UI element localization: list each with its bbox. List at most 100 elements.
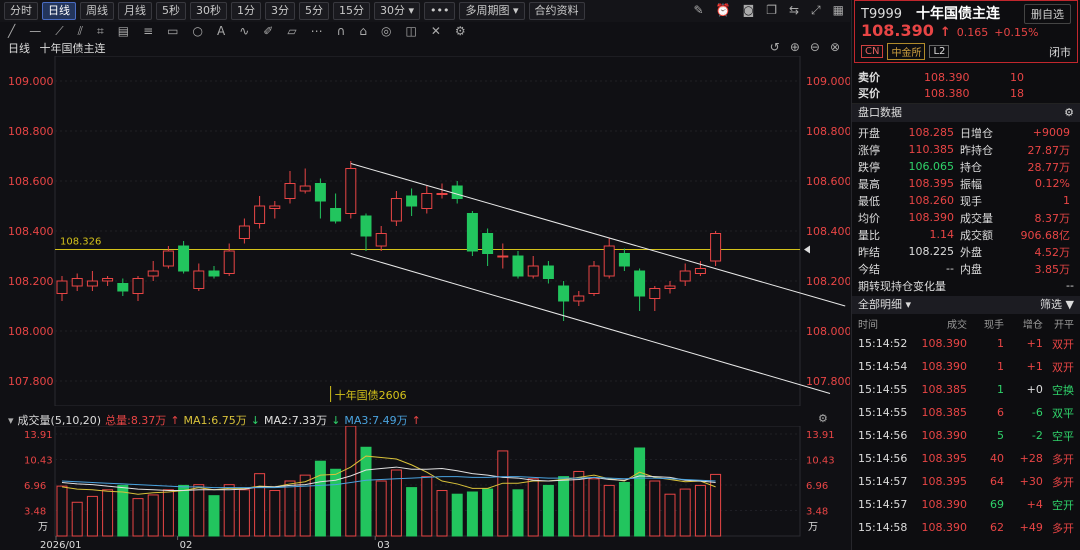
zoom-out-icon[interactable]: ⊖: [809, 40, 820, 54]
trade-row[interactable]: 15:14:55 108.385 1 +0 空换: [852, 378, 1080, 401]
volume-bar[interactable]: [208, 495, 220, 537]
fib-tool-icon[interactable]: ≡: [143, 24, 154, 38]
volume-bar[interactable]: [618, 481, 630, 537]
settings-icon[interactable]: ⚙: [1064, 106, 1074, 119]
candle-body[interactable]: [193, 270, 205, 289]
volume-bar[interactable]: [375, 480, 387, 537]
alarm-icon[interactable]: ⏰: [715, 3, 731, 17]
lock-tool-icon[interactable]: ⌂: [359, 24, 367, 38]
volume-bar[interactable]: [573, 470, 585, 537]
volume-bar[interactable]: [56, 485, 68, 537]
settings-tool-icon[interactable]: ⚙: [454, 24, 466, 38]
more-tool-icon[interactable]: ⋯: [310, 24, 323, 38]
text-tool-icon[interactable]: A: [217, 24, 226, 38]
crop-tool-icon[interactable]: ⌗: [97, 23, 104, 38]
volume-bar[interactable]: [649, 480, 661, 537]
volume-collapse-icon[interactable]: ▾: [8, 413, 14, 427]
swap-icon[interactable]: ⇆: [788, 3, 800, 17]
volume-bar[interactable]: [284, 480, 296, 537]
volume-bar[interactable]: [664, 493, 676, 537]
candlestick-chart[interactable]: 109.000 109.000 108.800 108.800 108.600 108.6…: [0, 56, 850, 406]
candle-body[interactable]: [588, 265, 600, 294]
wave-tool-icon[interactable]: ∿: [239, 24, 250, 38]
volume-bar[interactable]: [102, 489, 114, 537]
volume-bar[interactable]: [178, 484, 190, 537]
candle-body[interactable]: [649, 288, 661, 299]
trade-row[interactable]: 15:14:55 108.385 6 -6 双平: [852, 401, 1080, 424]
candle-body[interactable]: [56, 280, 68, 294]
volume-bar[interactable]: [679, 488, 691, 537]
trade-row[interactable]: 15:14:57 108.395 64 +30 多开: [852, 470, 1080, 493]
candle-body[interactable]: [284, 183, 296, 199]
orderbook-row[interactable]: 买价 108.380 18: [858, 85, 1074, 101]
candle-body[interactable]: [147, 270, 159, 277]
volume-bar[interactable]: [345, 426, 357, 537]
candle-body[interactable]: [497, 255, 509, 258]
delete-tool-icon[interactable]: ✕: [430, 24, 441, 38]
period-button[interactable]: 30秒: [190, 2, 227, 20]
candle-body[interactable]: [573, 295, 585, 302]
volume-bar[interactable]: [390, 469, 402, 537]
period-button[interactable]: 分时: [4, 2, 38, 20]
candle-body[interactable]: [178, 245, 190, 272]
candle-body[interactable]: [132, 278, 144, 294]
line-tool-icon[interactable]: ╱: [8, 24, 16, 38]
volume-bar[interactable]: [147, 494, 159, 537]
fullscreen-icon[interactable]: ⤢: [811, 3, 821, 17]
period-button[interactable]: 3分: [265, 2, 295, 20]
undo-icon[interactable]: ↺: [769, 40, 780, 54]
candle-body[interactable]: [512, 255, 524, 277]
period-button[interactable]: 合约资料: [528, 2, 585, 20]
volume-bar[interactable]: [238, 489, 250, 537]
volume-bar[interactable]: [299, 474, 311, 537]
candle-body[interactable]: [421, 193, 433, 209]
orderbook-row[interactable]: 卖价 108.390 10: [858, 69, 1074, 85]
period-button[interactable]: •••: [424, 2, 456, 20]
period-button[interactable]: 15分: [333, 2, 370, 20]
volume-bar[interactable]: [71, 501, 83, 537]
volume-bar[interactable]: [710, 473, 722, 537]
candle-body[interactable]: [208, 270, 220, 277]
ray-tool-icon[interactable]: ⟋: [55, 23, 64, 38]
hline-tool-icon[interactable]: —: [29, 24, 42, 38]
volume-bar[interactable]: [406, 487, 418, 537]
candle-body[interactable]: [269, 205, 281, 209]
candle-body[interactable]: [436, 193, 448, 195]
volume-bar[interactable]: [254, 473, 266, 537]
hide-tool-icon[interactable]: ◎: [381, 24, 392, 38]
candle-body[interactable]: [117, 283, 129, 292]
volume-bar[interactable]: [512, 489, 524, 537]
volume-bar[interactable]: [694, 484, 706, 537]
candle-body[interactable]: [345, 168, 357, 214]
candle-body[interactable]: [451, 185, 463, 199]
trade-row[interactable]: 15:14:52 108.390 1 +1 双开: [852, 332, 1080, 355]
candle-body[interactable]: [679, 270, 691, 282]
period-button[interactable]: 1分: [231, 2, 261, 20]
magnet-tool-icon[interactable]: ∩: [336, 24, 346, 38]
channel-line[interactable]: [350, 253, 831, 394]
period-button[interactable]: 周线: [80, 2, 114, 20]
period-button[interactable]: 5分: [299, 2, 329, 20]
trades-title-wrap[interactable]: 全部明细 ▾: [858, 298, 912, 311]
trade-row[interactable]: 15:14:56 108.395 40 +28 多开: [852, 447, 1080, 470]
candle-body[interactable]: [102, 278, 114, 282]
pencil-tool-icon[interactable]: ✐: [263, 24, 274, 38]
volume-bar[interactable]: [558, 476, 570, 537]
channel-line[interactable]: [350, 163, 846, 307]
volume-bar[interactable]: [542, 484, 554, 537]
candle-body[interactable]: [360, 215, 372, 237]
volume-bar[interactable]: [269, 490, 281, 537]
candle-body[interactable]: [390, 198, 402, 222]
trade-row[interactable]: 15:14:56 108.390 5 -2 空平: [852, 424, 1080, 447]
volume-bar[interactable]: [634, 447, 646, 537]
period-button[interactable]: 日线: [42, 2, 76, 20]
note-tool-icon[interactable]: ▱: [287, 24, 297, 38]
period-button[interactable]: 月线: [118, 2, 152, 20]
volume-bar[interactable]: [314, 460, 326, 537]
trade-row[interactable]: 15:14:58 108.390 62 +49 多开: [852, 516, 1080, 539]
candle-body[interactable]: [330, 208, 342, 222]
volume-bar[interactable]: [436, 490, 448, 537]
grid-icon[interactable]: ▦: [832, 3, 844, 17]
close-icon[interactable]: ⊗: [829, 40, 840, 54]
candle-body[interactable]: [618, 253, 630, 267]
